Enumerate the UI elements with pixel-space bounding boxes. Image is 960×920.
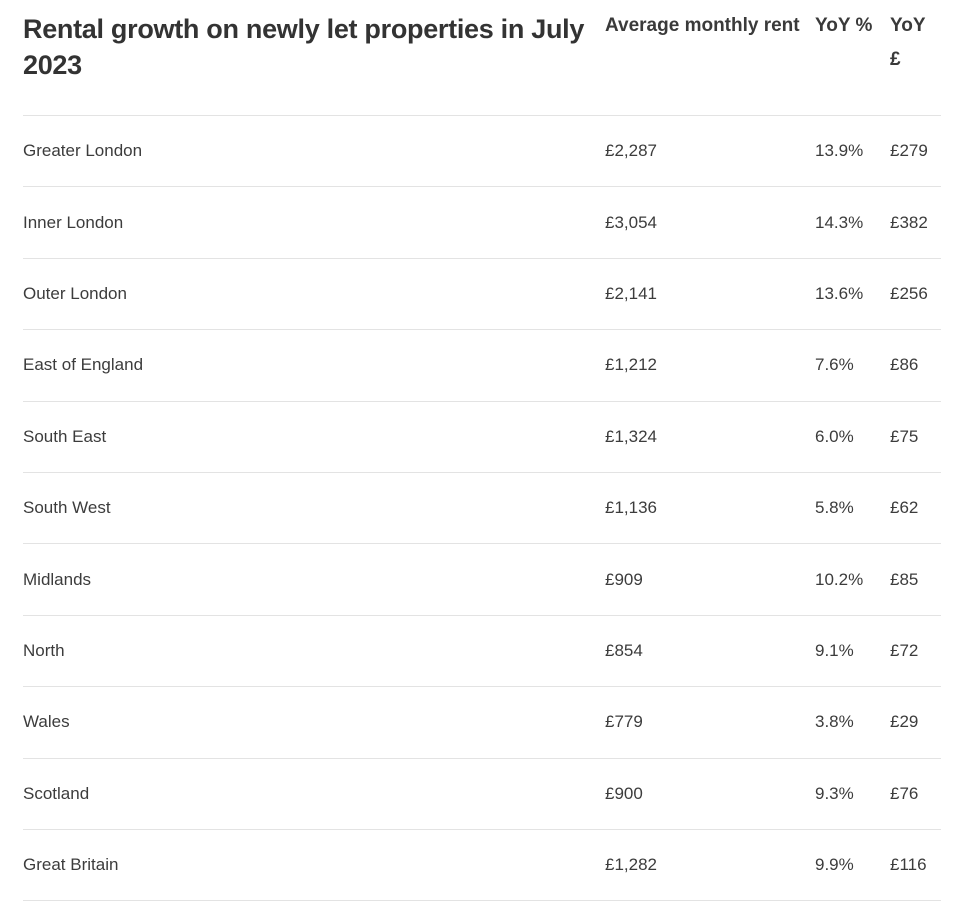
rent-cell: £1,136 (605, 498, 657, 518)
region-cell: Inner London (23, 212, 124, 232)
rent-cell: £1,324 (605, 426, 657, 446)
yoy-percent-cell: 10.2% (815, 569, 864, 589)
yoy-pounds-cell: £75 (890, 426, 919, 446)
rent-cell: £900 (605, 783, 643, 803)
rental-growth-table: Rental growth on newly let properties in… (23, 0, 941, 902)
region-cell: Great Britain (23, 855, 119, 875)
rent-cell: £2,141 (605, 283, 657, 303)
region-cell: South East (23, 426, 107, 446)
yoy-percent-cell: 9.1% (815, 640, 854, 660)
table-header: Rental growth on newly let properties in… (23, 0, 941, 116)
yoy-pounds-cell: £85 (890, 569, 919, 589)
yoy-pounds-cell: £116 (890, 855, 927, 875)
table-row: East of England £1,212 7.6% £86 (23, 330, 941, 402)
region-cell: East of England (23, 355, 144, 375)
region-cell: South West (23, 498, 111, 518)
yoy-pounds-cell: £72 (890, 640, 919, 660)
yoy-percent-cell: 13.9% (815, 141, 864, 161)
yoy-pounds-cell: £62 (890, 498, 919, 518)
table-row: Midlands £909 10.2% £85 (23, 544, 941, 616)
yoy-pounds-cell: £382 (890, 212, 928, 232)
rent-cell: £854 (605, 640, 643, 660)
region-cell: Outer London (23, 283, 127, 303)
yoy-percent-cell: 3.8% (815, 712, 854, 732)
yoy-percent-cell: 9.9% (815, 855, 854, 875)
region-cell: Scotland (23, 783, 90, 803)
region-cell: Wales (23, 712, 70, 732)
yoy-percent-cell: 9.3% (815, 783, 854, 803)
rent-cell: £779 (605, 712, 643, 732)
table-title: Rental growth on newly let properties in… (23, 14, 585, 80)
region-cell: North (23, 640, 65, 660)
yoy-percent-cell: 6.0% (815, 426, 854, 446)
table-row: Great Britain £1,282 9.9% £116 (23, 830, 941, 902)
rent-cell: £3,054 (605, 212, 657, 232)
table-row: South East £1,324 6.0% £75 (23, 402, 941, 473)
yoy-pounds-cell: £256 (890, 283, 928, 303)
rent-cell: £1,212 (605, 355, 657, 375)
table-row: Scotland £900 9.3% £76 (23, 759, 941, 830)
column-header-average-monthly-rent: Average monthly rent (605, 15, 800, 36)
column-header-yoy-percent: YoY % (815, 15, 873, 36)
table-row: Inner London £3,054 14.3% £382 (23, 187, 941, 259)
yoy-percent-cell: 14.3% (815, 212, 864, 232)
yoy-pounds-cell: £29 (890, 712, 919, 732)
yoy-pounds-cell: £279 (890, 141, 928, 161)
column-header-yoy-pounds: YoY £ (890, 15, 926, 70)
yoy-percent-cell: 7.6% (815, 355, 854, 375)
rent-cell: £2,287 (605, 141, 657, 161)
table-row: Outer London £2,141 13.6% £256 (23, 259, 941, 331)
rent-cell: £909 (605, 569, 643, 589)
yoy-pounds-cell: £86 (890, 355, 919, 375)
yoy-pounds-cell: £76 (890, 783, 919, 803)
yoy-percent-cell: 5.8% (815, 498, 854, 518)
region-cell: Greater London (23, 141, 143, 161)
yoy-percent-cell: 13.6% (815, 283, 864, 303)
table-row: North £854 9.1% £72 (23, 616, 941, 688)
table-row: Greater London £2,287 13.9% £279 (23, 116, 941, 188)
table-row: South West £1,136 5.8% £62 (23, 473, 941, 545)
region-cell: Midlands (23, 569, 92, 589)
table-row: Wales £779 3.8% £29 (23, 687, 941, 759)
rent-cell: £1,282 (605, 855, 657, 875)
